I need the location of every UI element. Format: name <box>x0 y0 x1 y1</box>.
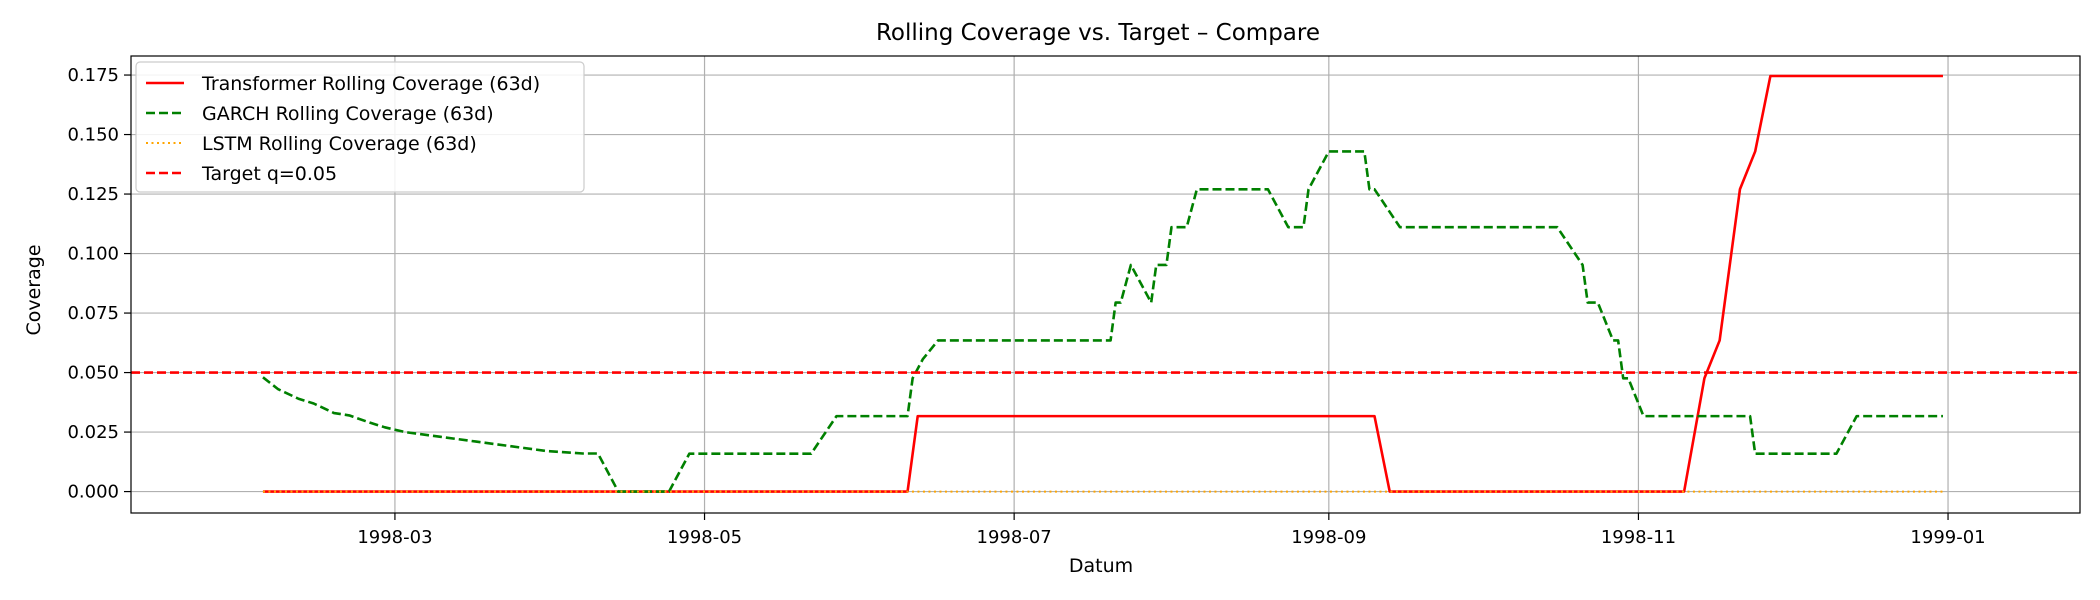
y-tick-label: 0.175 <box>67 65 119 86</box>
axes <box>124 74 1949 520</box>
legend-label: Transformer Rolling Coverage (63d) <box>201 73 540 95</box>
legend: Transformer Rolling Coverage (63d) GARCH … <box>135 61 585 193</box>
y-tick-label: 0.025 <box>67 422 119 443</box>
legend-label: GARCH Rolling Coverage (63d) <box>202 103 494 125</box>
y-tick-label: 0.150 <box>67 125 119 146</box>
y-tick-label: 0.125 <box>67 184 119 205</box>
x-tick-label: 1998-11 <box>1601 527 1676 548</box>
x-axis-title: Datum <box>1069 555 1133 577</box>
plot-frame <box>130 55 2081 514</box>
y-tick-label: 0.000 <box>67 482 119 503</box>
plot-area <box>131 74 2080 493</box>
tick-labels: 1998-03 1998-05 1998-07 1998-09 1998-11 1999-… <box>67 65 1985 548</box>
x-tick-label: 1998-03 <box>357 527 432 548</box>
chart-title: Rolling Coverage vs. Target – Compare <box>876 20 1320 46</box>
x-tick-label: 1998-05 <box>667 527 742 548</box>
x-tick-label: 1999-01 <box>1910 527 1985 548</box>
y-tick-label: 0.050 <box>67 363 119 384</box>
y-tick-label: 0.100 <box>67 244 119 265</box>
legend-label: LSTM Rolling Coverage (63d) <box>202 133 477 155</box>
x-tick-label: 1998-09 <box>1291 527 1366 548</box>
legend-label: Target q=0.05 <box>201 163 337 185</box>
y-axis-title: Coverage <box>23 244 45 335</box>
legend-box <box>135 61 585 193</box>
series-garch-rolling-coverage-63d-line <box>262 150 1943 493</box>
x-tick-label: 1998-07 <box>977 527 1052 548</box>
series-transformer-rolling-coverage-63d-line <box>262 74 1943 493</box>
y-tick-label: 0.075 <box>67 303 119 324</box>
